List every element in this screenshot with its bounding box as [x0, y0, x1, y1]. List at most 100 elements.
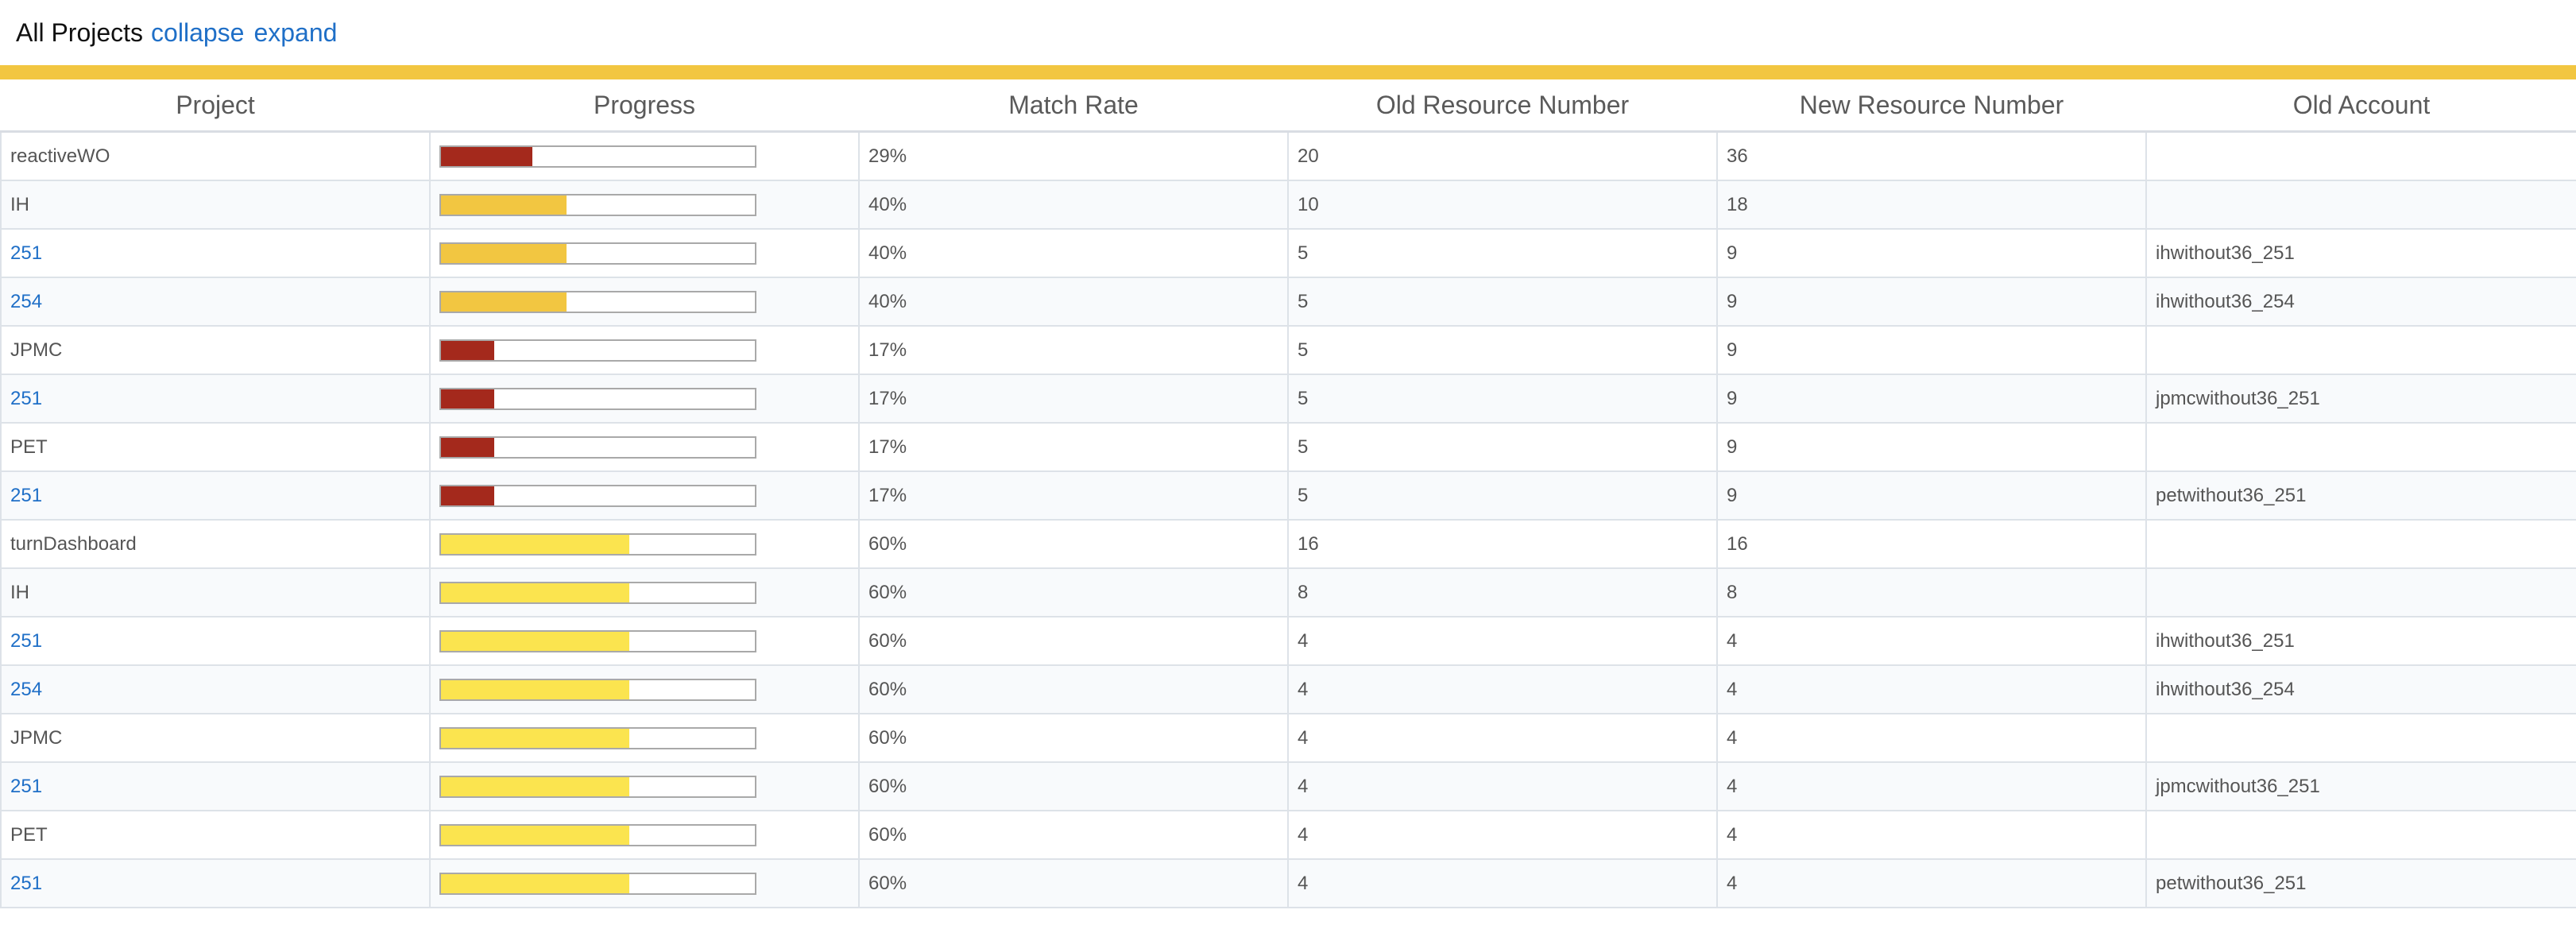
progress-bar-fill [441, 873, 629, 893]
progress-cell [429, 810, 860, 860]
progress-bar [439, 581, 756, 604]
table-row: IH 60% 8 8 [0, 567, 2576, 617]
progress-bar [439, 193, 756, 216]
progress-bar [439, 484, 756, 507]
projects-table: Project Progress Match Rate Old Resource… [0, 79, 2576, 908]
old-account-cell [2145, 180, 2576, 230]
new-resource-number-cell: 18 [1716, 180, 2147, 230]
project-name-cell[interactable]: 251 [0, 228, 431, 278]
progress-cell [429, 180, 860, 230]
collapse-link[interactable]: collapse [151, 18, 245, 47]
project-name-cell: PET [0, 810, 431, 860]
old-account-cell: jpmcwithout36_251 [2145, 761, 2576, 811]
old-resource-number-cell: 5 [1287, 470, 1718, 521]
progress-cell [429, 519, 860, 569]
match-rate-cell: 60% [858, 761, 1289, 811]
new-resource-number-cell: 9 [1716, 374, 2147, 424]
column-header-old-resource-number[interactable]: Old Resource Number [1288, 79, 1717, 133]
progress-bar-fill [441, 825, 629, 845]
progress-cell [429, 130, 860, 181]
column-header-progress[interactable]: Progress [430, 79, 859, 133]
progress-cell [429, 567, 860, 617]
new-resource-number-cell: 4 [1716, 761, 2147, 811]
column-header-match-rate[interactable]: Match Rate [859, 79, 1288, 133]
progress-cell [429, 713, 860, 763]
match-rate-cell: 17% [858, 325, 1289, 375]
old-resource-number-cell: 5 [1287, 277, 1718, 327]
match-rate-cell: 60% [858, 616, 1289, 666]
project-name-cell[interactable]: 254 [0, 277, 431, 327]
old-resource-number-cell: 5 [1287, 228, 1718, 278]
old-account-cell: ihwithout36_251 [2145, 616, 2576, 666]
table-row: IH 40% 10 18 [0, 180, 2576, 230]
progress-bar [439, 678, 756, 701]
old-account-cell: ihwithout36_254 [2145, 664, 2576, 714]
expand-link[interactable]: expand [253, 18, 338, 47]
progress-cell [429, 277, 860, 327]
new-resource-number-cell: 36 [1716, 130, 2147, 181]
progress-bar-fill [441, 389, 495, 408]
column-header-project[interactable]: Project [1, 79, 430, 133]
match-rate-cell: 17% [858, 422, 1289, 472]
old-account-cell [2145, 810, 2576, 860]
old-account-cell: ihwithout36_254 [2145, 277, 2576, 327]
progress-cell [429, 761, 860, 811]
old-resource-number-cell: 8 [1287, 567, 1718, 617]
table-body: reactiveWO 29% 20 36 IH 40% 10 18 251 40% 5 9 ihwith… [0, 130, 2576, 908]
table-row: 251 17% 5 9 jpmcwithout36_251 [0, 374, 2576, 424]
table-row: 251 60% 4 4 ihwithout36_251 [0, 616, 2576, 666]
table-row: turnDashboard 60% 16 16 [0, 519, 2576, 569]
progress-bar [439, 290, 756, 313]
table-row: reactiveWO 29% 20 36 [0, 130, 2576, 181]
project-name-cell[interactable]: 251 [0, 374, 431, 424]
old-resource-number-cell: 20 [1287, 130, 1718, 181]
project-name-cell: JPMC [0, 325, 431, 375]
progress-bar [439, 339, 756, 362]
match-rate-cell: 40% [858, 180, 1289, 230]
table-row: 251 60% 4 4 jpmcwithout36_251 [0, 761, 2576, 811]
match-rate-cell: 60% [858, 519, 1289, 569]
progress-cell [429, 616, 860, 666]
project-name-cell[interactable]: 251 [0, 858, 431, 908]
old-resource-number-cell: 4 [1287, 713, 1718, 763]
progress-bar [439, 823, 756, 846]
old-resource-number-cell: 4 [1287, 810, 1718, 860]
project-name-cell[interactable]: 251 [0, 470, 431, 521]
match-rate-cell: 40% [858, 277, 1289, 327]
old-resource-number-cell: 16 [1287, 519, 1718, 569]
project-name-cell[interactable]: 251 [0, 616, 431, 666]
old-account-cell: jpmcwithout36_251 [2145, 374, 2576, 424]
old-account-cell [2145, 130, 2576, 181]
old-resource-number-cell: 10 [1287, 180, 1718, 230]
new-resource-number-cell: 4 [1716, 713, 2147, 763]
page-header: All Projects collapse expand [16, 14, 346, 51]
progress-cell [429, 422, 860, 472]
old-resource-number-cell: 4 [1287, 616, 1718, 666]
progress-bar-fill [441, 583, 629, 602]
progress-bar-fill [441, 243, 567, 263]
progress-bar-fill [441, 728, 629, 748]
old-resource-number-cell: 5 [1287, 325, 1718, 375]
progress-bar [439, 775, 756, 798]
progress-bar [439, 532, 756, 556]
column-header-old-account[interactable]: Old Account [2146, 79, 2576, 133]
table-row: PET 60% 4 4 [0, 810, 2576, 860]
progress-bar [439, 436, 756, 459]
table-row: 251 60% 4 4 petwithout36_251 [0, 858, 2576, 908]
progress-cell [429, 664, 860, 714]
progress-bar-fill [441, 631, 629, 651]
progress-bar [439, 629, 756, 652]
table-row: 254 60% 4 4 ihwithout36_254 [0, 664, 2576, 714]
new-resource-number-cell: 9 [1716, 228, 2147, 278]
new-resource-number-cell: 9 [1716, 470, 2147, 521]
old-resource-number-cell: 5 [1287, 422, 1718, 472]
progress-bar [439, 872, 756, 895]
project-name-cell[interactable]: 251 [0, 761, 431, 811]
project-name-cell[interactable]: 254 [0, 664, 431, 714]
new-resource-number-cell: 9 [1716, 277, 2147, 327]
column-header-new-resource-number[interactable]: New Resource Number [1717, 79, 2146, 133]
project-name-cell: reactiveWO [0, 130, 431, 181]
progress-bar-fill [441, 679, 629, 699]
table-row: JPMC 17% 5 9 [0, 325, 2576, 375]
